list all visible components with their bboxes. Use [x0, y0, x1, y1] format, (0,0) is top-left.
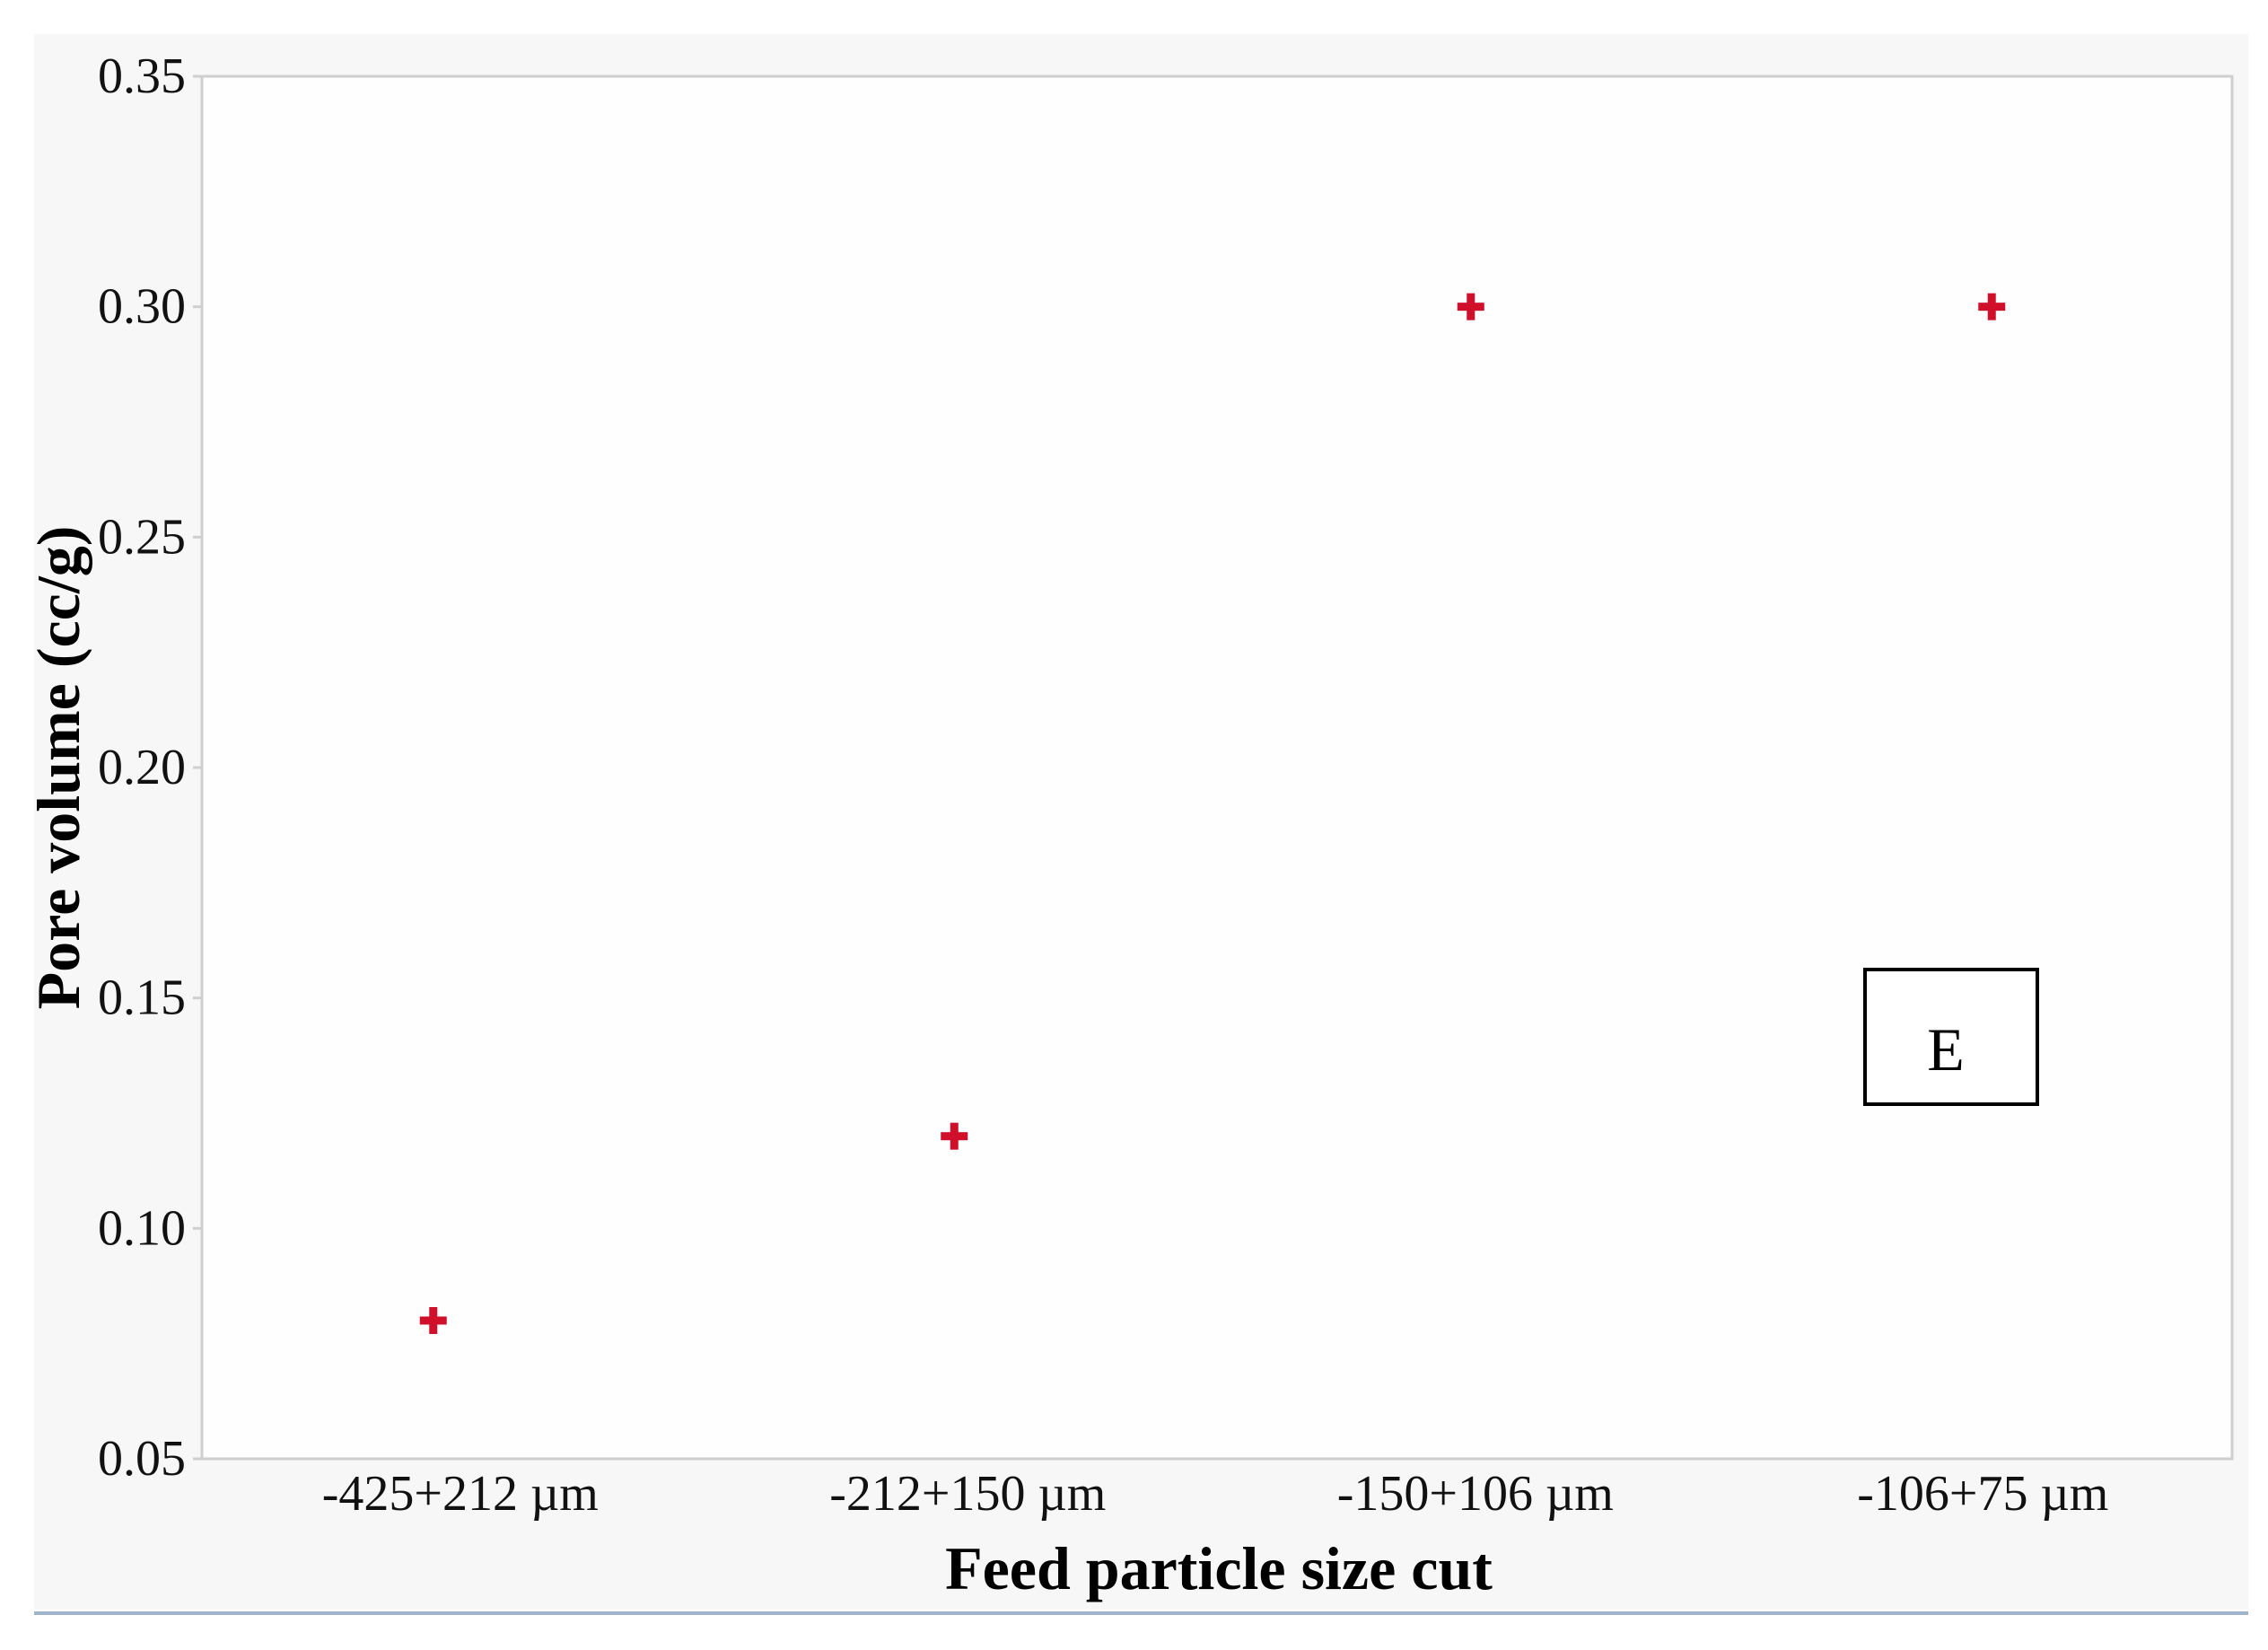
data-point: [1978, 293, 2006, 320]
x-tick-group: -425+212 µm -212+150 µm -150+106 µm -106+75…: [322, 1466, 2109, 1522]
y-tick-label: 0.35: [98, 48, 186, 104]
y-axis-title: Pore volume (cc/g): [24, 526, 92, 1010]
y-tick-label: 0.15: [98, 970, 186, 1026]
annotation-label: E: [1927, 1015, 1965, 1084]
data-points: [419, 293, 2006, 1334]
plot-area: [200, 75, 2234, 1461]
y-tick-label: 0.10: [98, 1200, 186, 1256]
y-tick-label: 0.20: [98, 740, 186, 795]
x-tick-label: -425+212 µm: [322, 1466, 599, 1522]
x-tick-label: -212+150 µm: [829, 1466, 1106, 1522]
y-tick-label: 0.05: [98, 1431, 186, 1487]
data-point: [1457, 293, 1484, 320]
annotation-box: E: [1863, 968, 2039, 1106]
x-tick-label: -106+75 µm: [1857, 1466, 2108, 1522]
data-point: [941, 1122, 968, 1150]
x-axis: -425+212 µm -212+150 µm -150+106 µm -106+75…: [202, 1457, 2232, 1522]
y-tick-label: 0.25: [98, 509, 186, 565]
y-axis: 0.05 0.10 0.15 0.20 0.25 0.30 0.35: [98, 48, 204, 1487]
y-tick-label: 0.30: [98, 279, 186, 335]
annotation-frame: [1863, 968, 2039, 1106]
x-tick-label: -150+106 µm: [1337, 1466, 1614, 1522]
x-axis-title: Feed particle size cut: [945, 1534, 1493, 1602]
data-point: [419, 1307, 447, 1334]
y-tick-group: 0.05 0.10 0.15 0.20 0.25 0.30 0.35: [98, 48, 202, 1487]
